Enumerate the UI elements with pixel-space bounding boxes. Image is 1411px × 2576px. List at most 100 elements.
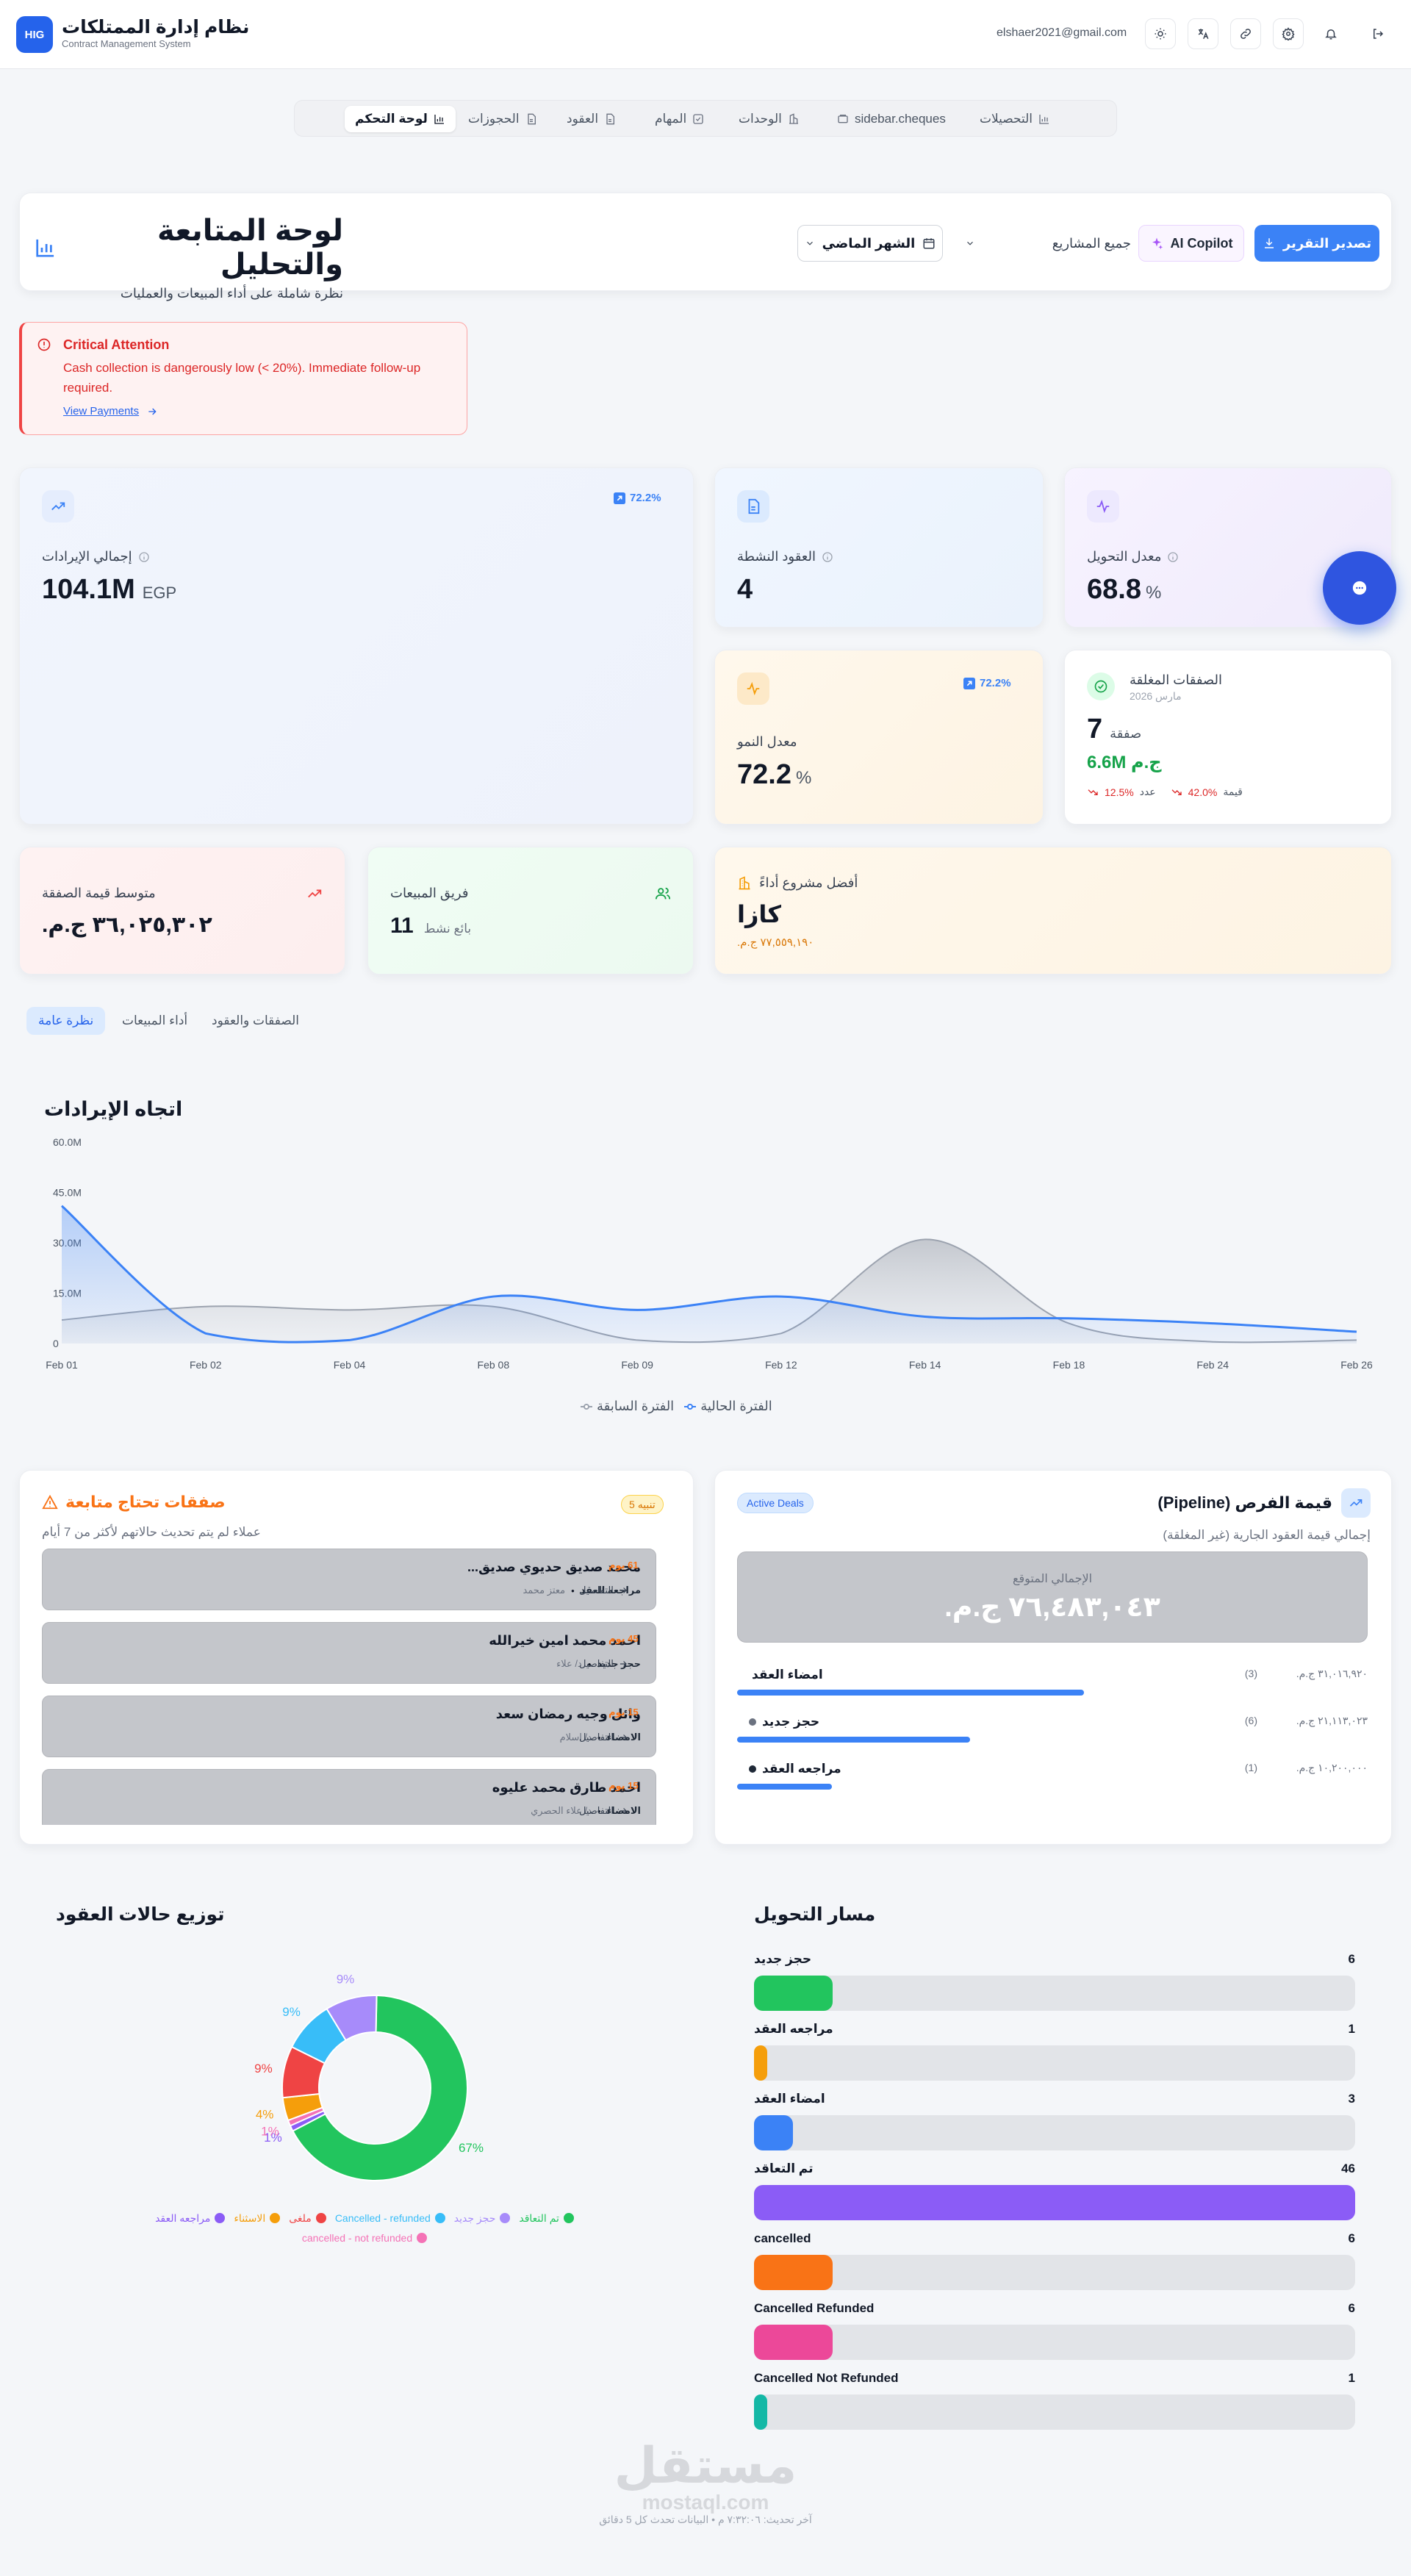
subtab-sales-performance[interactable]: أداء المبيعات — [122, 1013, 188, 1027]
followup-item[interactable]: احمد محمد امين خيرالله حجز جديد • د/ علاء 45… — [42, 1622, 656, 1684]
bell-icon — [1325, 29, 1337, 40]
x-tick-label: Feb 08 — [478, 1359, 510, 1371]
legend-label: مراجعه العقد — [155, 2212, 211, 2224]
export-button[interactable]: تصدير التقرير — [1254, 225, 1379, 262]
legend-label: cancelled - not refunded — [301, 2232, 413, 2244]
settings-button[interactable] — [1273, 18, 1304, 49]
legend-item: تم التعاقد — [519, 2209, 574, 2227]
followup-item-agent: د/ اسلام — [559, 1732, 592, 1743]
closed-count-row: 7 صفقة — [1087, 714, 1141, 745]
y-tick-label: 60.0M — [53, 1136, 82, 1148]
pipeline-row-bar — [737, 1737, 971, 1743]
tab-contracts[interactable]: العقود — [556, 106, 626, 132]
arrow-right-icon — [620, 1734, 627, 1740]
legend-dot — [417, 2233, 428, 2243]
x-tick-label: Feb 09 — [621, 1359, 653, 1371]
funnel-row: امضاء العقد 3 — [754, 2092, 1355, 2155]
arrow-right-icon — [148, 408, 157, 415]
x-tick-label: Feb 02 — [190, 1359, 222, 1371]
followup-item[interactable]: محمد صديق حديوي صديق... مراجعه العقد • معتز… — [42, 1549, 656, 1610]
kpi-avg-deal-card: متوسط قيمة الصفقة ٣٦,٠٢٥,٣٠٢ ج.م. — [19, 847, 345, 975]
closed-value-change-label: قيمة — [1223, 786, 1243, 797]
period-select[interactable]: الشهر الماضي — [797, 225, 943, 262]
trend-up-icon — [42, 490, 74, 523]
pipeline-row: حجز جديد ٢١,١١٣,٠٢٣ ج.م. (6) — [737, 1715, 1368, 1751]
chart-icon — [434, 115, 444, 124]
funnel-bar — [754, 2255, 833, 2290]
ai-copilot-button[interactable]: AI Copilot — [1138, 225, 1244, 262]
projects-select[interactable]: جميع المشاريع — [955, 225, 1141, 262]
tab-label: التحصيلات — [980, 112, 1033, 126]
growth-value: 72.2 — [737, 759, 791, 790]
revenue-unit: EGP — [142, 584, 177, 602]
sales-team-label: فريق المبيعات — [390, 886, 469, 900]
chat-fab-button[interactable] — [1323, 551, 1396, 625]
checkbox-icon — [693, 114, 703, 124]
pipeline-badge: Active Deals — [737, 1493, 814, 1513]
followup-item[interactable]: وائل وجيه رمضان سعد الامضاء • د/ اسلام 15 يو… — [42, 1696, 656, 1757]
x-tick-label: Feb 04 — [334, 1359, 366, 1371]
tab-label: الوحدات — [739, 112, 782, 126]
legend-current: الفترة الحالية — [684, 1399, 772, 1414]
view-payments-label: View Payments — [63, 405, 140, 417]
legend-dot — [215, 2213, 226, 2223]
trend-up-icon — [1341, 1488, 1371, 1518]
tab-collections[interactable]: التحصيلات — [969, 106, 1060, 132]
growth-change: 72.2% — [963, 677, 1011, 689]
theme-toggle-button[interactable] — [1145, 18, 1176, 49]
watermark-text: مستقل — [614, 2438, 797, 2494]
app-logo[interactable]: HIG — [16, 16, 53, 53]
period-label: الشهر الماضي — [822, 235, 916, 251]
details-link[interactable]: التفاصيل — [579, 1732, 628, 1743]
revenue-change: 72.2% — [614, 492, 661, 504]
followup-item[interactable]: احمد طارق محمد عليوه الامضاء • د/ علاء الحص… — [42, 1769, 656, 1825]
legend-label: Cancelled - refunded — [334, 2212, 431, 2224]
tab-cheques[interactable]: sidebar.cheques — [827, 106, 956, 132]
building-icon — [739, 875, 750, 889]
tab-units[interactable]: الوحدات — [728, 106, 810, 132]
tab-tasks[interactable]: المهام — [645, 106, 714, 132]
followup-badge: 5 تنبيه — [621, 1495, 664, 1514]
app-title-block: نظام إدارة الممتلكات Contract Management… — [62, 16, 249, 49]
logout-button[interactable] — [1362, 18, 1393, 49]
conversion-label: معدل التحويل — [1087, 549, 1162, 564]
details-link[interactable]: التفاصيل — [579, 1658, 628, 1670]
watermark: مستقل mostaql.com — [603, 2440, 808, 2514]
followup-item-name: احمد محمد امين خيرالله — [489, 1633, 641, 1648]
calendar-icon — [923, 238, 935, 249]
subtab-overview[interactable]: نظرة عامة — [26, 1007, 106, 1035]
dashboard-subtabs: نظرة عامة أداء المبيعات الصفقات والعقود — [26, 1007, 320, 1035]
view-payments-link[interactable]: View Payments — [63, 405, 158, 417]
followup-list: محمد صديق حديوي صديق... مراجعه العقد • معتز… — [42, 1549, 675, 1825]
followup-subtitle: عملاء لم يتم تحديث حالاتهم لأكثر من 7 أي… — [42, 1525, 261, 1539]
trend-down-icon — [1088, 789, 1098, 795]
funnel-bar — [754, 2185, 1355, 2220]
warning-icon — [42, 1494, 58, 1510]
donut-slice — [326, 1995, 378, 2042]
pipeline-title: قيمة الفرص (Pipeline) — [1157, 1493, 1332, 1512]
details-link[interactable]: التفاصيل — [579, 1805, 628, 1817]
pipeline-row-count: (1) — [1244, 1762, 1257, 1773]
legend-item: cancelled - not refunded — [301, 2229, 428, 2247]
contract-status-section: توزيع حالات العقود 67% 1% 1% 4% 9% 9% 9% تم ال… — [19, 1879, 694, 2246]
pipeline-total-label: الإجمالي المتوقع — [1012, 1573, 1093, 1585]
details-label: التفاصيل — [579, 1732, 614, 1743]
language-button[interactable] — [1188, 18, 1218, 49]
tab-dashboard[interactable]: لوحة التحكم — [345, 106, 456, 132]
legend-item: مراجعه العقد — [155, 2209, 226, 2227]
followup-item-days: 45 يوم — [608, 1633, 639, 1644]
subtab-deals-contracts[interactable]: الصفقات والعقود — [212, 1013, 300, 1027]
notifications-button[interactable] — [1315, 18, 1346, 49]
arrow-right-icon — [620, 1587, 627, 1593]
legend-item: حجز جديد — [454, 2209, 511, 2227]
details-link[interactable]: التفاصيل — [579, 1585, 628, 1596]
funnel-value: 1 — [1348, 2371, 1355, 2385]
link-button[interactable] — [1230, 18, 1261, 49]
legend-previous: الفترة السابقة — [581, 1399, 674, 1414]
sun-icon — [1155, 28, 1166, 40]
revenue-label: إجمالي الإيرادات — [42, 549, 132, 564]
x-tick-label: Feb 01 — [46, 1359, 78, 1371]
tab-bookings[interactable]: الحجوزات — [458, 106, 547, 132]
donut-slice-label: 9% — [282, 2005, 301, 2019]
pipeline-row-label: امضاء العقد — [752, 1668, 823, 1682]
